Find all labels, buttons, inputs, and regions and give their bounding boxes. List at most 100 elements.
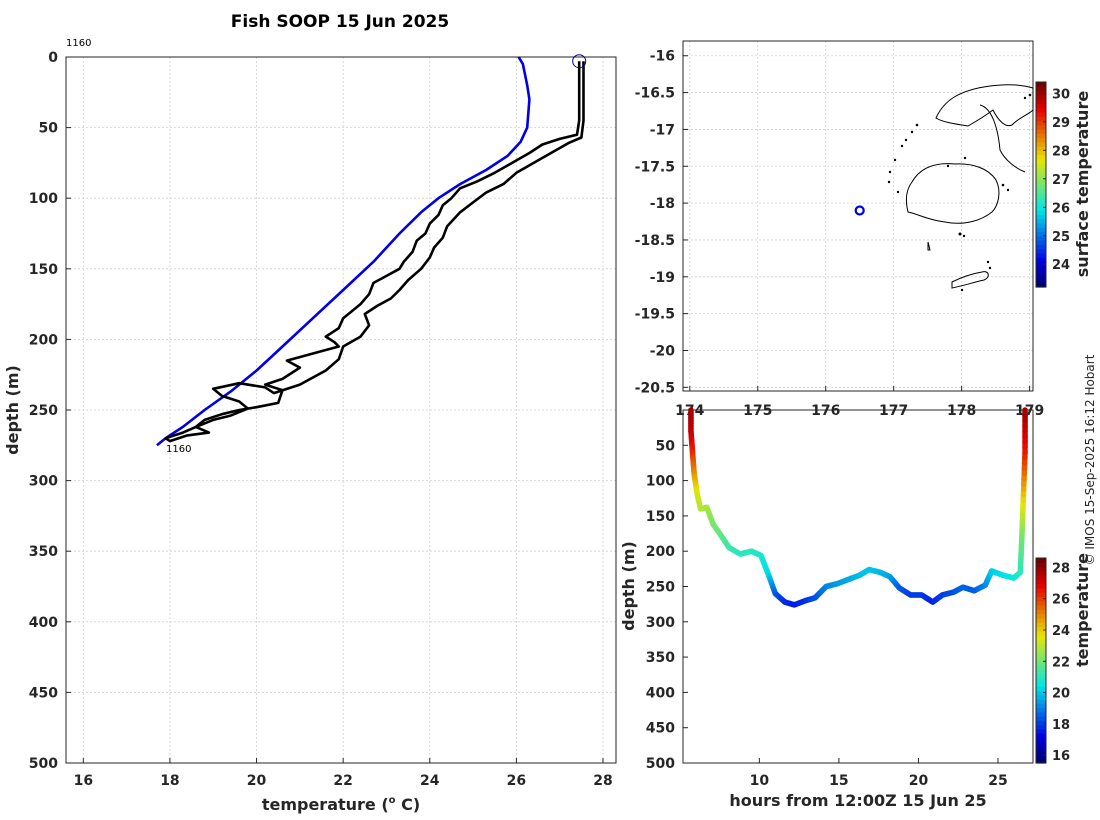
- map-colorbar-segment: [1036, 274, 1046, 280]
- map-colorbar-segment: [1036, 120, 1046, 126]
- section-y-tick-label: 50: [656, 438, 676, 454]
- section-plot: 10 15 20 25 50 100 150 200 250 300 350 400 450 500: [646, 407, 1034, 789]
- map-colorbar-segment: [1036, 240, 1046, 245]
- map-colorbar-tick-label: 26: [1052, 201, 1070, 216]
- section-colorbar-segment: [1036, 626, 1046, 632]
- section-x-tick-label: 25: [988, 773, 1007, 789]
- map-axes-box: [682, 40, 1034, 392]
- profile-y-tick-label: 0: [48, 50, 58, 66]
- map-colorbar-segment: [1036, 137, 1046, 143]
- section-colorbar-segment: [1036, 562, 1046, 568]
- section-colorbar-segment: [1036, 750, 1046, 756]
- credit-text: © IMOS 15-Sep-2025 16:12 Hobart: [1083, 354, 1097, 565]
- map-colorbar-segment: [1036, 218, 1046, 224]
- section-colorbar-segment: [1036, 686, 1046, 691]
- profile-y-tick-label: 300: [29, 474, 58, 490]
- profile-x-tick-label: 24: [420, 773, 440, 789]
- map-y-tick-label: -18: [650, 196, 675, 212]
- section-colorbar-segment: [1036, 698, 1046, 704]
- map-grid: [683, 41, 1033, 391]
- section-y-tick-label: 150: [646, 509, 675, 525]
- section-colorbar-segment: [1036, 604, 1046, 610]
- map-colorbar-segment: [1036, 133, 1046, 139]
- profile-y-tick-label: 400: [29, 615, 58, 631]
- figure-title: Fish SOOP 15 Jun 2025: [231, 12, 449, 32]
- section-colorbar-segment: [1036, 673, 1046, 679]
- map-colorbar-segment: [1036, 86, 1046, 92]
- map-y-tick-label: -20.5: [635, 380, 675, 396]
- map-colorbar-label: surface temperature: [1073, 91, 1092, 278]
- profile-y-tick-label: 250: [29, 403, 58, 419]
- map-y-tick-label: -16: [650, 49, 675, 65]
- map-colorbar-segment: [1036, 171, 1046, 177]
- profile-y-ticks: 0 50 100 150 200 250 300 350 400 450 500: [29, 50, 71, 772]
- profile-grid: [66, 56, 616, 764]
- section-colorbar-segment: [1036, 741, 1046, 747]
- map-colorbar-segment: [1036, 197, 1046, 203]
- map-y-tick-label: -16.5: [635, 86, 675, 102]
- section-x-tick-label: 15: [829, 773, 848, 789]
- map-x-tick-label: 179: [1015, 403, 1044, 419]
- map-y-tick-label: -20: [650, 343, 676, 359]
- section-colorbar-segment: [1036, 733, 1046, 738]
- section-y-tick-label: 500: [646, 756, 675, 772]
- map-colorbar-tick-label: 28: [1052, 144, 1070, 159]
- profile-x-axis-label: temperature (o C): [262, 795, 420, 814]
- map-y-tick-label: -18.5: [635, 233, 675, 249]
- map-colorbar-segment: [1036, 150, 1046, 156]
- profile-x-tick-label: 18: [160, 773, 179, 789]
- coastline-islet: [927, 241, 931, 251]
- profile-series-climatology: [156, 56, 531, 447]
- section-colorbar-segment: [1036, 716, 1046, 721]
- section-colorbar-segment: [1036, 639, 1046, 645]
- section-colorbar-segment: [1036, 669, 1046, 674]
- profile-series-observed: [164, 61, 585, 443]
- map-x-tick-label: 177: [879, 403, 908, 419]
- section-colorbar-segment: [1036, 630, 1046, 636]
- section-x-ticks: 10 15 20 25: [750, 758, 1008, 789]
- map-x-tick-label: 178: [947, 403, 976, 419]
- map-colorbar-segment: [1036, 90, 1046, 96]
- map-colorbar-segment: [1036, 124, 1046, 130]
- map-colorbar-segment: [1036, 188, 1046, 194]
- section-y-axis-label: depth (m): [619, 541, 638, 631]
- section-colorbar-segment: [1036, 758, 1046, 764]
- section-x-tick-label: 20: [909, 773, 929, 789]
- map-colorbar-segment: [1036, 231, 1046, 237]
- coastline-vanua-levu: [935, 84, 1034, 127]
- section-trace: [688, 407, 1028, 608]
- section-y-tick-label: 100: [646, 474, 675, 490]
- map-colorbar-tick-label: 30: [1052, 87, 1070, 102]
- map-location-marker: [854, 205, 865, 216]
- profile-y-tick-label: 200: [29, 332, 58, 348]
- profile-lines: [156, 54, 587, 447]
- map-colorbar-segment: [1036, 252, 1046, 258]
- section-colorbar-tick-label: 24: [1052, 624, 1070, 639]
- map-plot: 174175176177178179 -16-16.5-17-17.5-18-1…: [635, 40, 1044, 419]
- map-colorbar-tick-label: 29: [1052, 116, 1070, 131]
- section-colorbar-frame: [1035, 557, 1047, 764]
- map-colorbar-segment: [1036, 205, 1046, 211]
- map-colorbar-segment: [1036, 175, 1046, 181]
- map-colorbar-segment: [1036, 269, 1046, 275]
- section-colorbar-segment: [1036, 592, 1046, 598]
- section-colorbar-segment: [1036, 558, 1046, 563]
- section-colorbar-segment: [1036, 754, 1046, 760]
- profile-y-tick-label: 350: [29, 544, 58, 560]
- map-colorbar-segment: [1036, 99, 1046, 104]
- section-colorbar-segment: [1036, 579, 1046, 585]
- section-colorbar-segment: [1036, 720, 1046, 726]
- map-y-tick-label: -19.5: [635, 307, 675, 323]
- map-colorbar-segment: [1036, 128, 1046, 134]
- section-y-tick-label: 400: [646, 685, 675, 701]
- section-colorbar-tick-label: 26: [1052, 593, 1070, 608]
- map-colorbar-segment: [1036, 222, 1046, 228]
- profile-x-tick-label: 26: [507, 773, 526, 789]
- section-x-axis-label: hours from 12:00Z 15 Jun 25: [729, 791, 986, 810]
- map-colorbar-segment: [1036, 227, 1046, 233]
- section-y-tick-label: 450: [646, 721, 675, 737]
- map-colorbar-segment: [1036, 154, 1046, 160]
- section-colorbar-segment: [1036, 622, 1046, 627]
- map-colorbar-segment: [1036, 210, 1046, 215]
- profile-x-axis-label-sup: o: [389, 795, 396, 806]
